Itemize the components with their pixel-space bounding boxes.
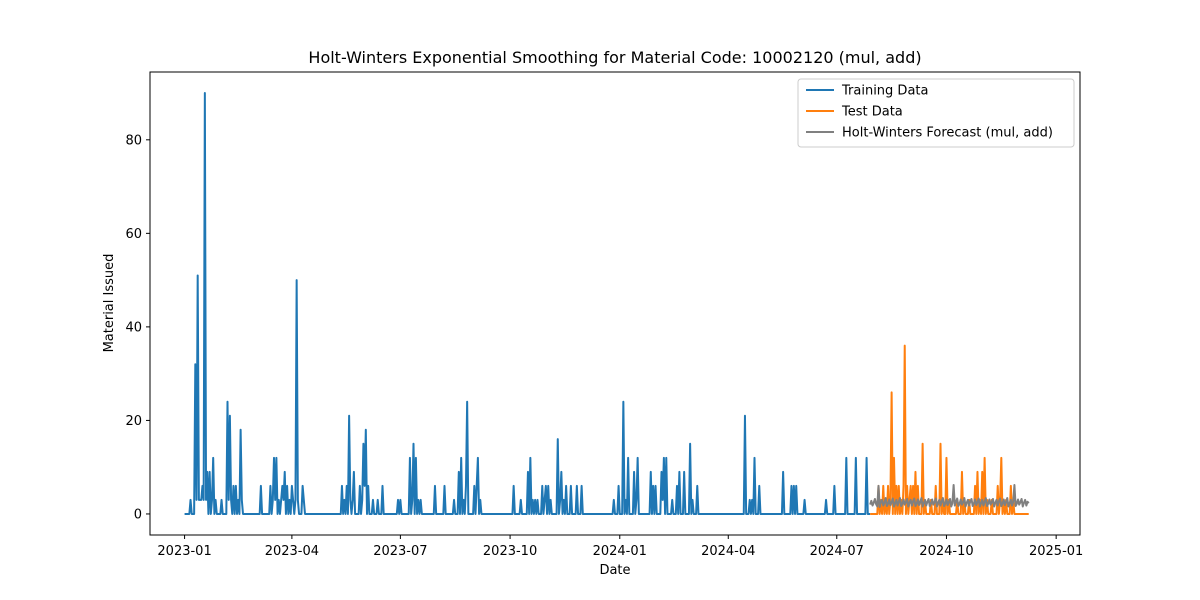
plot-area [184, 92, 1030, 515]
x-tick-label-1: 2023-04 [265, 544, 319, 559]
x-tick-label-3: 2023-10 [483, 544, 537, 559]
legend: Training Data Test Data Holt-Winters Forec… [797, 78, 1075, 148]
x-tick-label-0: 2023-01 [157, 544, 211, 559]
legend-label-1: Test Data [841, 105, 903, 120]
x-tick-label-2: 2023-07 [373, 544, 427, 559]
legend-label-0: Training Data [841, 84, 928, 99]
y-tick-label-3: 60 [125, 227, 142, 242]
y-tick-label-2: 40 [125, 320, 142, 335]
x-tick-label-8: 2025-01 [1029, 544, 1083, 559]
legend-label-2: Holt-Winters Forecast (mul, add) [842, 126, 1053, 141]
y-axis-label: Material Issued [102, 254, 117, 353]
chart-title: Holt-Winters Exponential Smoothing for M… [308, 48, 921, 67]
x-tick-label-4: 2024-01 [593, 544, 647, 559]
x-tick-label-7: 2024-10 [919, 544, 973, 559]
x-tick-label-5: 2024-04 [701, 544, 755, 559]
legend-box [797, 78, 1075, 148]
x-axis-label: Date [599, 563, 630, 578]
y-tick-label-4: 80 [125, 133, 142, 148]
x-tick-label-6: 2024-07 [810, 544, 864, 559]
series-line-2 [869, 483, 1030, 508]
axes: 0 20 40 60 80 2023-01 2023-04 2023-07 2023-10 202… [125, 71, 1083, 559]
y-tick-label-0: 0 [134, 507, 142, 522]
axes-frame [149, 71, 1081, 536]
y-tick-label-1: 20 [125, 414, 142, 429]
series-line-0 [184, 92, 871, 515]
series-line-1 [870, 344, 1029, 515]
